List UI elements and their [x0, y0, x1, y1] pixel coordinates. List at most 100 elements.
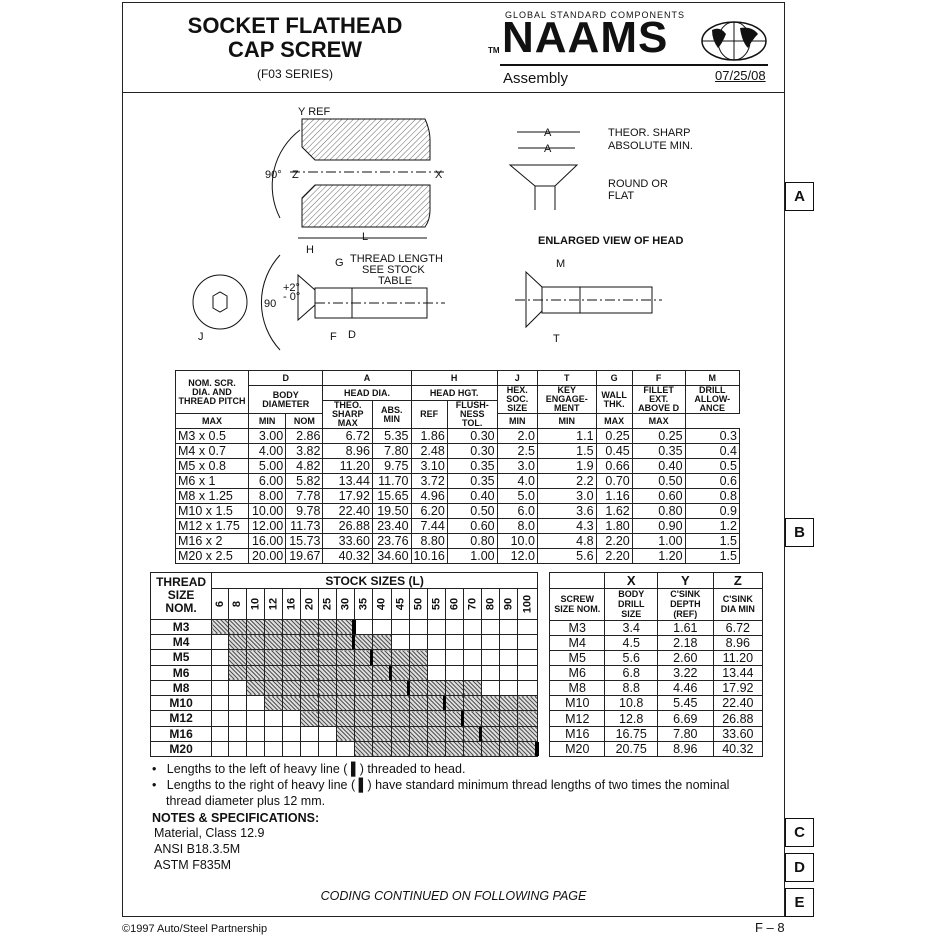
table-cell: 8.96: [322, 443, 373, 459]
stock-cell-available: [318, 679, 338, 697]
table-cell: 3.4: [604, 619, 658, 636]
y-ref-label: Y REF: [298, 106, 330, 118]
stock-cell-available: [408, 740, 428, 758]
length-header: 50: [408, 588, 428, 620]
page-number: F – 8: [755, 920, 785, 935]
enlarged-head-view: A A THEOR. SHARP ABSOLUTE MIN. ROUND OR …: [508, 127, 693, 345]
stock-cell-empty: [481, 633, 501, 651]
stock-cell-available: [408, 679, 428, 697]
table-cell: 1.5: [536, 443, 597, 459]
table-cell: 11.20: [322, 458, 373, 474]
tolerance-minus: - 0°: [283, 291, 300, 303]
table-cell: 0.9: [684, 503, 741, 519]
length-header: 8: [228, 588, 247, 620]
stock-cell-available: [354, 694, 374, 712]
table-cell: 6.69: [656, 710, 714, 727]
stock-cell-available: [245, 633, 265, 651]
l-label: L: [362, 231, 368, 243]
d-label: D: [348, 329, 356, 341]
table-cell: M16: [548, 725, 606, 742]
stock-cell-empty: [499, 633, 519, 651]
thread-size-cell: M4: [149, 633, 213, 651]
note-text-continued: thread diameter plus 12 mm.: [166, 794, 326, 808]
stock-row: M12: [149, 710, 538, 727]
table-cell: 4.8: [536, 533, 597, 549]
stock-row: M4: [149, 633, 538, 651]
angle-90-label: 90: [264, 298, 276, 310]
stock-cell-available: [336, 679, 356, 697]
stock-cell-empty: [517, 649, 538, 666]
stock-cell-available: [318, 664, 338, 681]
stock-cell-empty: [499, 618, 519, 636]
thread-size-cell: M12: [149, 710, 213, 727]
table-cell: 1.1: [536, 428, 597, 444]
length-header: 60: [444, 588, 465, 620]
stock-cell-available: [336, 710, 356, 727]
stock-cell-empty: [517, 664, 538, 681]
table-cell: 1.80: [595, 518, 633, 534]
table-cell: 11.70: [371, 473, 412, 489]
length-header: 55: [426, 588, 446, 620]
stock-cell-empty: [481, 664, 501, 681]
table-row: M16 16.75 7.80 33.60: [548, 725, 764, 742]
page-frame: [122, 2, 785, 917]
stock-cell-empty: [408, 618, 428, 636]
stock-cell-available: [372, 649, 392, 666]
stock-cell-available: [281, 664, 301, 681]
tab-a[interactable]: A: [785, 182, 814, 211]
table-cell: 10.0: [496, 533, 538, 549]
stock-cell-available: [281, 649, 301, 666]
stock-cell-available: [444, 679, 465, 697]
title-line-2: CAP SCREW: [227, 37, 363, 62]
table-cell: 8.96: [712, 634, 764, 651]
unit-header: NOM: [285, 413, 324, 429]
table-cell: 2.5: [496, 443, 538, 459]
table-row: M20 20.75 8.96 40.32: [548, 740, 764, 758]
abs-header: ABS. MIN: [371, 400, 412, 429]
table-cell: 4.00: [247, 443, 287, 459]
stock-cell-empty: [281, 740, 301, 758]
spec-astm: ASTM F835M: [154, 858, 232, 872]
stock-cell-empty: [481, 679, 501, 697]
table-cell: 3.6: [536, 503, 597, 519]
col-letter: Y: [656, 571, 714, 590]
header-line: THREAD: [156, 575, 207, 590]
table-cell: 10.00: [247, 503, 287, 519]
tab-b[interactable]: B: [785, 518, 814, 547]
stock-cell-empty: [444, 664, 465, 681]
stock-sizes-title: STOCK SIZES (L): [211, 571, 538, 590]
length-label: 80: [484, 597, 497, 611]
stock-cell-empty: [211, 679, 230, 697]
stock-cell-available: [263, 633, 283, 651]
stock-cell-available: [372, 725, 392, 742]
stock-cell-available: [517, 740, 539, 758]
fillet-header: FILLET EXT. ABOVE D: [631, 385, 686, 414]
table-cell: 6.8: [604, 664, 658, 682]
stock-cell-empty: [463, 664, 483, 681]
flat-label: FLAT: [608, 190, 634, 202]
stock-cell-empty: [499, 679, 519, 697]
stock-cell-available: [318, 618, 338, 636]
table-cell: 20.75: [604, 740, 658, 758]
stock-cell-available: [245, 618, 265, 636]
tab-e[interactable]: E: [785, 888, 814, 917]
stock-sizes-table: THREAD SIZE NOM. STOCK SIZES (L) 6 8 10 12 16 2…: [149, 571, 539, 758]
table-cell: 1.20: [631, 548, 686, 564]
stock-cell-available: [372, 710, 392, 727]
stock-cell-available: [336, 725, 356, 742]
angle-label: 90°: [265, 169, 282, 181]
table-cell: 33.60: [712, 725, 764, 742]
stock-row: M10: [149, 694, 538, 712]
length-header: 16: [281, 588, 301, 620]
table-cell: M5: [548, 649, 606, 666]
round-or-label: ROUND OR: [608, 178, 668, 190]
stock-row: M8: [149, 679, 538, 697]
tab-d[interactable]: D: [785, 853, 814, 882]
stock-cell-available: [499, 694, 519, 712]
screw-size-cell: M4 x 0.7: [175, 443, 249, 459]
table-cell: 20.00: [247, 548, 287, 564]
length-label: 25: [321, 597, 334, 611]
tab-c[interactable]: C: [785, 818, 814, 847]
stock-cell-available: [281, 618, 301, 636]
table-row: M6 x 1 6.00 5.82 13.44 11.70 3.72 0.35 4.0 2.2 0.…: [175, 473, 741, 489]
